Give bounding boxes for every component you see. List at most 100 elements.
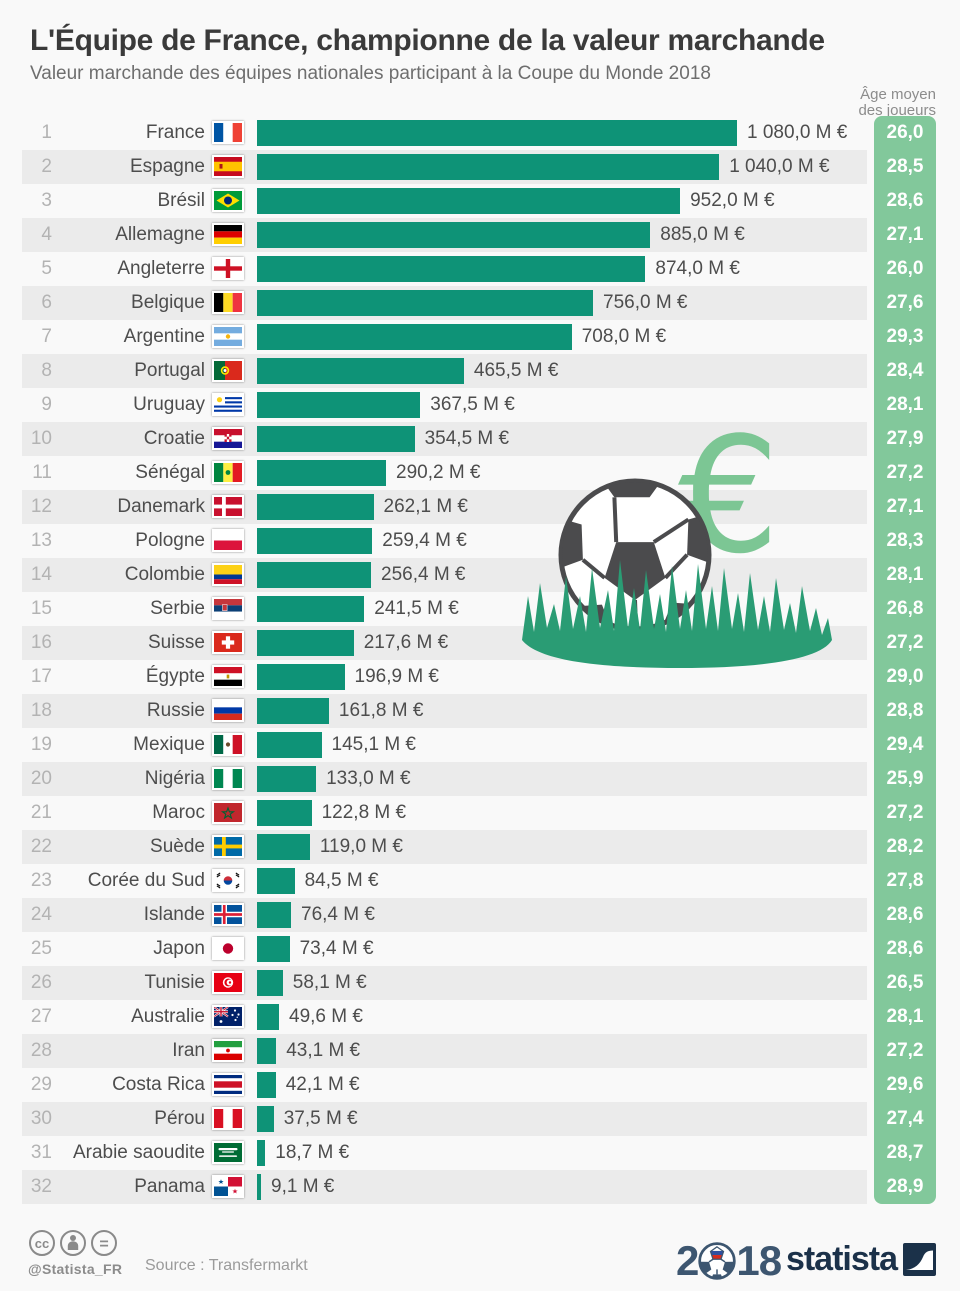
table-row: 5 Angleterre 874,0 M € <box>0 252 960 286</box>
value-bar <box>257 358 464 384</box>
table-row: 1 France 1 080,0 M € <box>0 116 960 150</box>
age-badge: 26,0 <box>886 122 924 143</box>
age-badge: 29,6 <box>886 1074 924 1095</box>
age-badge: 28,4 <box>886 360 924 381</box>
rank-label: 25 <box>30 938 52 959</box>
flag-icon-ch <box>212 631 244 654</box>
country-label: Serbie <box>150 598 205 619</box>
svg-text:cc: cc <box>35 1236 49 1251</box>
value-bar <box>257 834 310 860</box>
value-label: 1 080,0 M € <box>747 122 848 143</box>
country-label: Iran <box>172 1040 205 1061</box>
country-label: France <box>145 122 205 143</box>
age-badge: 28,7 <box>886 1142 924 1163</box>
age-badge: 27,2 <box>886 632 924 653</box>
country-label: Pérou <box>154 1108 205 1129</box>
rank-label: 17 <box>30 666 52 687</box>
age-badge: 27,6 <box>886 292 924 313</box>
value-bar <box>257 222 651 248</box>
country-label: Colombie <box>124 564 205 585</box>
country-label: Japon <box>153 938 205 959</box>
cc-icon <box>29 1230 55 1256</box>
country-label: Nigéria <box>144 768 205 789</box>
rank-label: 32 <box>30 1176 52 1197</box>
svg-text:=: = <box>99 1236 108 1253</box>
value-label: 73,4 M € <box>299 938 374 959</box>
country-label: Égypte <box>145 666 205 687</box>
value-label: 241,5 M € <box>374 598 459 619</box>
value-label: 9,1 M € <box>271 1176 335 1197</box>
rank-label: 29 <box>30 1074 52 1095</box>
country-label: Uruguay <box>133 394 205 415</box>
age-badge: 28,3 <box>886 530 924 551</box>
rank-label: 23 <box>30 870 52 891</box>
country-label: Allemagne <box>115 224 205 245</box>
value-bar <box>257 1004 279 1030</box>
country-label: Brésil <box>157 190 205 211</box>
value-bar <box>257 188 681 214</box>
table-row: 18 Russie 161,8 M € <box>0 694 960 728</box>
worldcup-ball-icon <box>698 1242 737 1280</box>
value-label: 84,5 M € <box>304 870 379 891</box>
flag-icon-au <box>212 1005 244 1028</box>
age-column: 26,0 28,5 28,6 27,1 26,0 27,6 29,3 28,4 28,1 27,9… <box>874 116 936 1204</box>
value-bar <box>257 1140 266 1166</box>
age-badge: 28,5 <box>886 156 924 177</box>
age-badge: 27,2 <box>886 802 924 823</box>
flag-icon-eng <box>212 257 244 280</box>
rank-label: 24 <box>30 904 52 925</box>
age-header-line2: des joueurs <box>858 102 936 119</box>
rank-label: 11 <box>32 462 52 483</box>
flag-icon-kr <box>212 869 244 892</box>
age-badge: 26,5 <box>886 972 924 993</box>
value-bar <box>257 120 737 146</box>
value-label: 161,8 M € <box>338 700 424 721</box>
age-badge: 27,1 <box>886 224 924 245</box>
age-badge: 27,2 <box>886 462 924 483</box>
value-label: 367,5 M € <box>430 394 515 415</box>
rank-label: 10 <box>30 428 52 449</box>
flag-icon-de <box>212 223 244 246</box>
flag-icon-uy <box>212 393 244 416</box>
value-label: 465,5 M € <box>473 360 559 381</box>
rank-label: 21 <box>30 802 52 823</box>
table-row: 22 Suède 119,0 M € <box>0 830 960 864</box>
country-label: Suisse <box>147 632 205 653</box>
flag-icon-sn <box>212 461 244 484</box>
table-row: 12 Danemark 262,1 M € <box>0 490 960 524</box>
age-badge: 26,8 <box>886 598 924 619</box>
flag-icon-cr <box>212 1073 244 1096</box>
country-label: Maroc <box>152 802 205 823</box>
value-label: 122,8 M € <box>321 802 407 823</box>
table-row: 27 Australie 49,6 M € <box>0 1000 960 1034</box>
flag-icon-ir <box>212 1039 244 1062</box>
value-bar <box>257 902 291 928</box>
country-label: Belgique <box>131 292 205 313</box>
value-bar <box>257 494 374 520</box>
attribution-icon <box>60 1230 86 1256</box>
value-bar <box>257 868 295 894</box>
flag-icon-pt <box>212 359 244 382</box>
value-bar <box>257 324 572 350</box>
statista-logo: statista <box>786 1240 936 1279</box>
rank-label: 1 <box>41 122 52 143</box>
flag-icon-hr <box>212 427 244 450</box>
table-row: 30 Pérou 37,5 M € <box>0 1102 960 1136</box>
rank-label: 19 <box>30 734 52 755</box>
value-label: 145,1 M € <box>331 734 417 755</box>
age-badge: 27,9 <box>886 428 924 449</box>
country-label: Suède <box>150 836 205 857</box>
value-bar <box>257 426 415 452</box>
rank-label: 31 <box>30 1142 52 1163</box>
value-label: 708,0 M € <box>581 326 667 347</box>
value-label: 58,1 M € <box>292 972 367 993</box>
worldcup-year-prefix: 2 <box>676 1237 699 1284</box>
table-row: 21 Maroc 122,8 M € <box>0 796 960 830</box>
rank-label: 30 <box>30 1108 52 1129</box>
rank-label: 7 <box>41 326 52 347</box>
flag-icon-br <box>212 189 244 212</box>
table-row: 31 Arabie saoudite 18,7 M € <box>0 1136 960 1170</box>
value-bar <box>257 766 317 792</box>
age-badge: 28,1 <box>886 394 924 415</box>
